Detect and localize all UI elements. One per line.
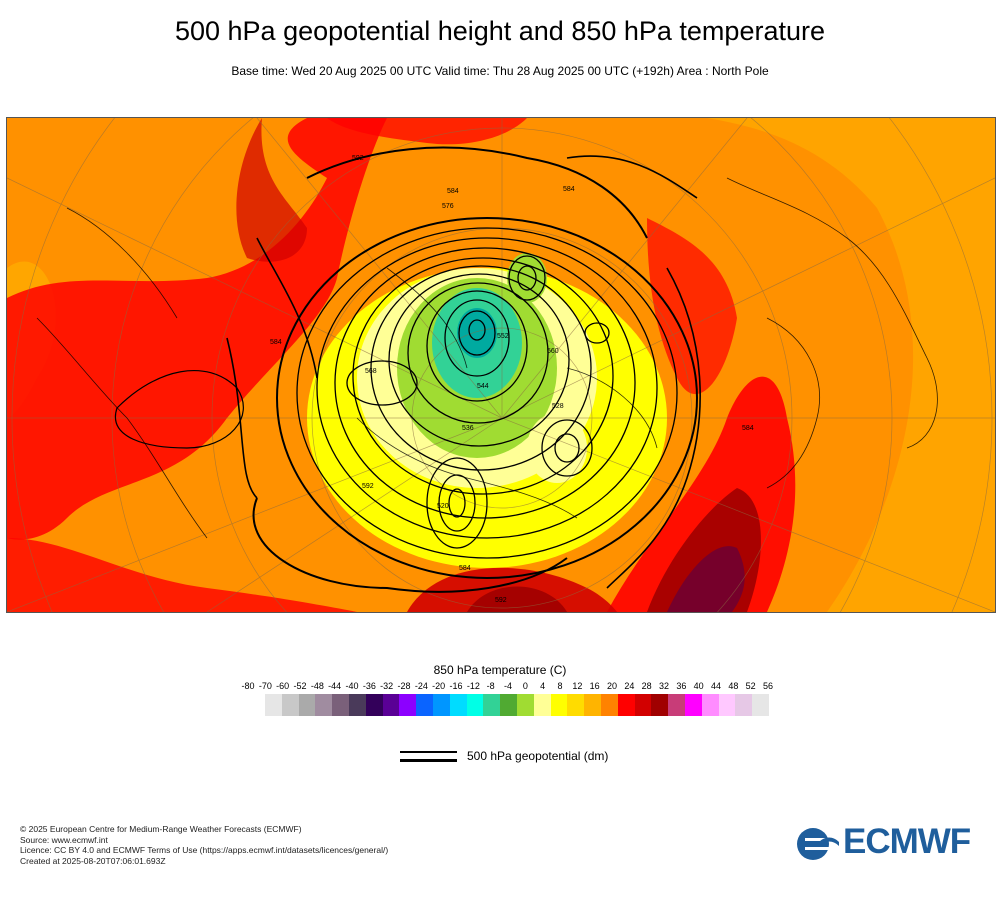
footer-created: Created at 2025-08-20T07:06:01.693Z [20,855,166,866]
geopotential-line-sample-bold [400,759,457,762]
legend-color-bar [265,694,769,716]
legend-swatch [365,694,383,716]
legend-title: 850 hPa temperature (C) [433,663,567,677]
legend-tick-label: -36 [362,681,376,691]
legend-tick-label: -16 [449,681,463,691]
legend-tick-label: -28 [397,681,411,691]
legend-tick-label: -70 [258,681,272,691]
forecast-map: 592 584 584 576 568 560 552 544 536 528 … [6,117,996,613]
legend-swatch [718,694,736,716]
legend-tick-label: 32 [658,681,670,691]
legend-swatch [500,694,517,716]
ecmwf-logo-icon [797,828,841,860]
contour-label: 576 [442,203,454,210]
contour-label: 560 [547,348,559,355]
legend-swatch [684,694,702,716]
legend-swatch [584,694,601,716]
legend-swatch [752,694,769,716]
legend-swatch [567,694,585,716]
legend-swatch [483,694,501,716]
legend-swatch [466,694,484,716]
footer-copyright: © 2025 European Centre for Medium-Range … [20,824,302,834]
legend-tick-label: -60 [276,681,290,691]
geopotential-legend-label: 500 hPa geopotential (dm) [467,749,609,763]
legend-tick-label: 48 [728,681,739,691]
contour-label: 592 [495,597,507,604]
legend-tick-label: -4 [503,681,513,691]
legend-tick-label: -24 [414,681,428,691]
chart-title: 500 hPa geopotential height and 850 hPa … [174,16,825,46]
legend-tick-label: 24 [624,681,635,691]
contour-label: 584 [742,425,754,432]
legend-swatch [265,694,282,716]
legend-tick-label: 28 [641,681,652,691]
contour-label: 520 [437,503,449,510]
legend-swatch [600,694,618,716]
ecmwf-logo-text: ECMWF [843,822,971,861]
legend-swatch [332,694,349,716]
contour-label: 592 [352,155,364,162]
legend-tick-label: 20 [606,681,618,691]
legend-swatch [382,694,400,716]
legend-swatch [416,694,433,716]
legend-tick-label: -80 [241,681,255,691]
legend-swatch [735,694,753,716]
legend-swatch [432,694,450,716]
legend-tick-label: 44 [710,681,722,691]
legend-tick-label: -44 [328,681,342,691]
map-canvas: 592 584 584 576 568 560 552 544 536 528 … [7,118,995,612]
legend-tick-label: -48 [310,681,324,691]
footer-credits: © 2025 European Centre for Medium-Range … [20,824,388,866]
contour-label: 544 [477,383,489,390]
contour-label: 528 [552,403,564,410]
legend-swatch [550,694,568,716]
chart-subtitle: Base time: Wed 20 Aug 2025 00 UTC Valid … [231,64,769,78]
legend-tick-label: -40 [345,681,359,691]
legend-swatch [668,694,685,716]
footer-source: Source: www.ecmwf.int [20,834,108,845]
legend-tick-label: 52 [745,681,756,691]
legend-tick-label: -12 [466,681,480,691]
legend-swatch [281,694,299,716]
contour-label: 552 [497,333,509,340]
legend-tick-label: 56 [762,681,774,691]
contour-label: 584 [563,186,575,193]
legend-tick-label: 36 [676,681,687,691]
contour-label: 584 [270,339,282,346]
legend-swatch [533,694,551,716]
geopotential-line-sample [400,751,457,753]
ecmwf-logo: ECMWF [795,822,985,862]
geopotential-contours [114,146,701,593]
geopotential-legend: 500 hPa geopotential (dm) [400,748,660,768]
legend-swatch [701,694,719,716]
legend-tick-label: -8 [486,681,495,691]
legend-swatch [516,694,534,716]
legend-swatch [449,694,467,716]
legend-tick-label: -52 [293,681,307,691]
contour-label: 592 [362,483,374,490]
legend-swatch [399,694,417,716]
legend-swatch [315,694,333,716]
legend-tick-label: 8 [557,681,563,691]
legend-tick-label: 0 [522,681,528,691]
contour-label: 584 [447,188,459,195]
legend-swatch [634,694,652,716]
legend-swatch [348,694,366,716]
footer-licence: Licence: CC BY 4.0 and ECMWF Terms of Us… [20,845,389,855]
legend-tick-label: 4 [540,681,546,691]
legend-tick-label: 16 [589,681,600,691]
contour-label: 536 [462,425,474,432]
contour-label: 568 [365,368,377,375]
legend-swatch [651,694,669,716]
legend-tick-label: 12 [572,681,583,691]
legend-swatch [298,694,316,716]
contour-label: 584 [459,565,471,572]
legend-ticks: -80 -70 -60 -52 -48 -44 -40 -36 -32 -28 -24 -20 -16-… [241,681,773,693]
legend-tick-label: -32 [380,681,394,691]
legend-tick-label: -20 [432,681,446,691]
legend-swatch [617,694,635,716]
contour-labels: 592 584 584 576 568 560 552 544 536 528 … [270,155,754,604]
legend-tick-label: 40 [693,681,704,691]
coastlines [36,177,938,539]
